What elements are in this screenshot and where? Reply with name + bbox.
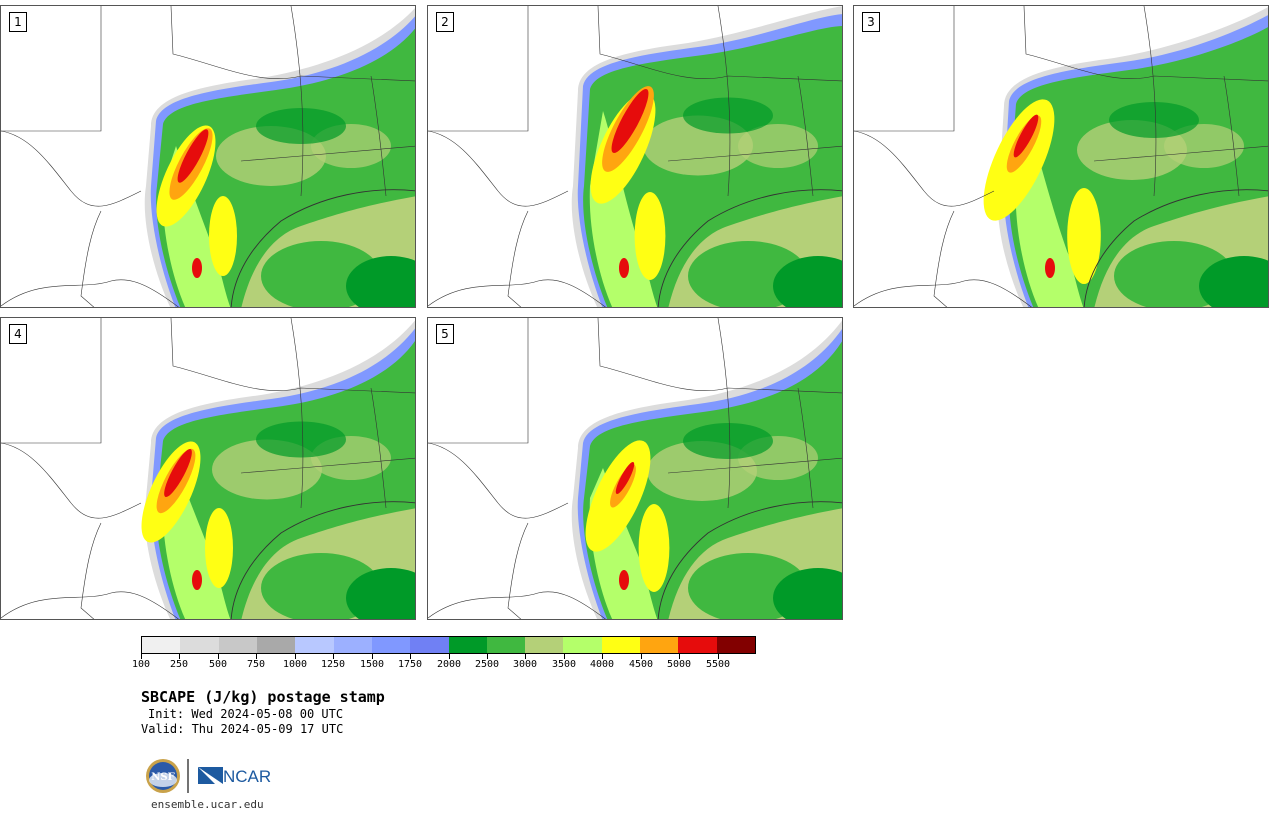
- colorbar-tick: [564, 654, 565, 659]
- logos: NSF NCAR: [146, 759, 271, 793]
- colorbar-tick: [525, 654, 526, 659]
- colorbar-swatch: [486, 637, 526, 653]
- sbcape-map: [1, 318, 415, 619]
- panel-number: 2: [436, 12, 454, 32]
- colorbar-tick: [641, 654, 642, 659]
- ncar-logo-text: NCAR: [223, 767, 271, 786]
- colorbar-tick-label: 5000: [666, 659, 692, 670]
- colorbar-tick-label: 1000: [282, 659, 308, 670]
- valid-time: Valid: Thu 2024-05-09 17 UTC: [141, 722, 344, 736]
- panel-number: 4: [9, 324, 27, 344]
- website-url: ensemble.ucar.edu: [151, 798, 264, 811]
- colorbar-tick: [218, 654, 219, 659]
- colorbar-swatch: [142, 637, 181, 653]
- colorbar-tick-label: 100: [131, 659, 151, 670]
- ncar-logo: NCAR: [198, 767, 271, 786]
- panel-number: 1: [9, 12, 27, 32]
- colorbar-swatch: [218, 637, 257, 653]
- colorbar-tick-label: 2000: [436, 659, 462, 670]
- colorbar-tick-label: 5500: [705, 659, 731, 670]
- chart-title: SBCAPE (J/kg) postage stamp: [141, 688, 385, 706]
- colorbar-swatch: [333, 637, 372, 653]
- sbcape-map: [428, 6, 842, 307]
- sbcape-map: [1, 6, 415, 307]
- map-panel-3: 3: [853, 5, 1269, 308]
- colorbar-tick: [372, 654, 373, 659]
- colorbar-tick: [256, 654, 257, 659]
- colorbar-tick: [333, 654, 334, 659]
- map-panel-4: 4: [0, 317, 416, 620]
- colorbar-tick: [679, 654, 680, 659]
- map-panel-5: 5: [427, 317, 843, 620]
- colorbar-swatch: [180, 637, 219, 653]
- colorbar-swatch: [448, 637, 487, 653]
- colorbar-swatch: [256, 637, 296, 653]
- colorbar-swatch: [371, 637, 411, 653]
- colorbar-swatch: [525, 637, 564, 653]
- colorbar-tick-label: 1250: [320, 659, 346, 670]
- colorbar-tick: [295, 654, 296, 659]
- nsf-logo: NSF: [146, 759, 180, 793]
- sbcape-map: [854, 6, 1268, 307]
- colorbar-tick-label: 1500: [359, 659, 385, 670]
- colorbar-swatch: [678, 637, 717, 653]
- colorbar-swatch: [640, 637, 679, 653]
- colorbar-swatch: [716, 637, 755, 653]
- colorbar: [141, 636, 756, 654]
- colorbar-tick-label: 2500: [474, 659, 500, 670]
- colorbar-tick-label: 4000: [589, 659, 615, 670]
- panel-number: 3: [862, 12, 880, 32]
- colorbar-tick-label: 500: [208, 659, 228, 670]
- sbcape-map: [428, 318, 842, 619]
- colorbar-tick-label: 250: [169, 659, 189, 670]
- colorbar-swatch: [563, 637, 602, 653]
- colorbar-ticks: 100 250 500 750 1000 1250 1500 1750 2000 2500 3000…: [132, 654, 756, 674]
- map-panel-2: 2: [427, 5, 843, 308]
- colorbar-tick: [718, 654, 719, 659]
- colorbar-tick-label: 4500: [628, 659, 654, 670]
- colorbar-swatch: [410, 637, 449, 653]
- colorbar-swatch: [601, 637, 641, 653]
- colorbar-tick: [410, 654, 411, 659]
- colorbar-tick: [602, 654, 603, 659]
- colorbar-tick: [449, 654, 450, 659]
- colorbar-swatch: [295, 637, 334, 653]
- map-panel-1: 1: [0, 5, 416, 308]
- colorbar-tick-label: 3500: [551, 659, 577, 670]
- colorbar-tick: [487, 654, 488, 659]
- panel-number: 5: [436, 324, 454, 344]
- nsf-logo-text: NSF: [151, 772, 174, 783]
- colorbar-tick-label: 750: [246, 659, 266, 670]
- colorbar-tick-label: 1750: [397, 659, 423, 670]
- colorbar-tick: [141, 654, 142, 659]
- colorbar-tick: [179, 654, 180, 659]
- init-time: Init: Wed 2024-05-08 00 UTC: [148, 707, 344, 721]
- colorbar-tick-label: 3000: [512, 659, 538, 670]
